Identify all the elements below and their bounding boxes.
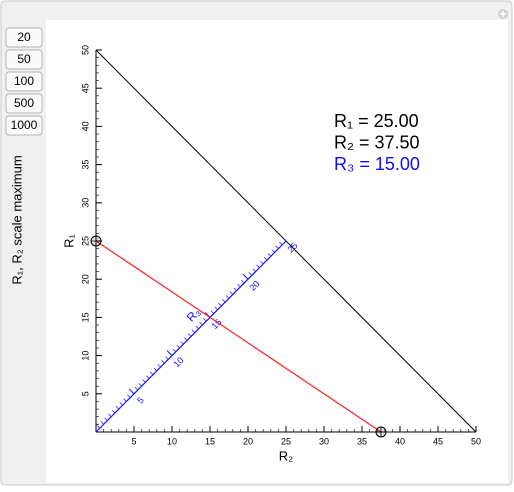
readout: R₂ = 37.50	[334, 132, 420, 152]
y-tick-label: 35	[80, 160, 90, 170]
r3-minor-tick	[225, 295, 230, 299]
r3-minor-tick	[176, 344, 180, 349]
r3-minor-tick	[96, 425, 101, 429]
y-tick-label: 45	[80, 83, 90, 93]
scale-button-label[interactable]: 50	[17, 52, 31, 66]
r3-minor-tick	[157, 363, 161, 368]
x-tick-label: 25	[281, 436, 291, 446]
options-icon-plus	[500, 11, 506, 17]
y-tick-label: 20	[80, 274, 90, 284]
r3-tick-label: 5	[135, 395, 146, 406]
y-tick-label: 5	[80, 391, 90, 396]
r3-minor-tick	[119, 402, 123, 406]
r3-minor-tick	[134, 386, 139, 391]
r3-minor-tick	[233, 287, 237, 291]
r3-minor-tick	[199, 321, 203, 326]
r3-minor-tick	[180, 341, 184, 345]
scale-button[interactable]	[5, 71, 43, 92]
r3-minor-tick	[108, 413, 112, 417]
scale-button-label[interactable]: 20	[17, 30, 31, 44]
r3-minor-tick	[256, 264, 260, 268]
r3-tick	[166, 350, 173, 356]
r3-minor-tick	[252, 268, 256, 272]
r3-minor-tick	[172, 348, 177, 353]
r3-minor-tick	[222, 299, 226, 303]
y-tick-label: 10	[80, 351, 90, 361]
r3-minor-tick	[248, 272, 253, 276]
r3-minor-tick	[127, 394, 131, 398]
r3-minor-tick	[184, 337, 188, 341]
r3-minor-tick	[187, 333, 192, 337]
readout: R₃ = 15.00	[334, 154, 420, 174]
y-tick-label: 25	[80, 236, 90, 246]
r1-handle-cross	[91, 236, 101, 246]
y-tick-label: 15	[80, 312, 90, 322]
r3-minor-tick	[195, 325, 199, 330]
x-tick-label: 5	[131, 436, 136, 446]
scale-button[interactable]	[5, 115, 43, 136]
nomogram: 5 10 15 20 25 30 35 40 45 50 5 10 15 20 25 30 35 40 45 50 R₂…	[61, 45, 481, 463]
scale-button-label[interactable]: 1000	[11, 118, 38, 132]
r3-tick	[280, 235, 287, 242]
r3-minor-tick	[149, 371, 154, 375]
control-label: R₁, R₂ scale maximum	[9, 155, 24, 284]
r3-minor-tick	[275, 245, 279, 249]
r3-minor-tick	[271, 249, 275, 253]
resistor-line	[95, 240, 382, 433]
r3-minor-tick	[153, 367, 158, 372]
r3-minor-tick	[100, 421, 104, 425]
x-tick-label: 15	[205, 436, 215, 446]
r3-minor-tick	[111, 409, 116, 414]
button-group: 20 50 100 500 1000	[5, 27, 43, 136]
r3-minor-tick	[165, 356, 169, 360]
x-tick-label: 50	[471, 436, 481, 446]
r3-minor-tick	[104, 417, 108, 421]
y-axis-label: R₁	[61, 234, 76, 248]
scale-button[interactable]	[5, 93, 43, 114]
r3-minor-tick	[218, 302, 222, 307]
r3-minor-tick	[123, 398, 127, 402]
scale-button-label[interactable]: 100	[14, 74, 34, 88]
r3-minor-tick	[237, 283, 241, 288]
x-tick-label: 10	[167, 436, 177, 446]
x-tick-label: 45	[433, 436, 443, 446]
scale-button[interactable]	[5, 27, 43, 48]
r3-minor-tick	[146, 375, 150, 379]
scale-button[interactable]	[5, 49, 43, 70]
r3-minor-tick	[267, 253, 272, 257]
r2-handle-cross	[376, 427, 386, 437]
y-tick-label: 40	[80, 121, 90, 131]
r3-minor-tick	[229, 291, 234, 295]
x-tick-label: 20	[243, 436, 253, 446]
plot-pane	[46, 20, 508, 483]
r3-minor-tick	[241, 279, 245, 284]
x-tick-label: 30	[319, 436, 329, 446]
r3-minor-tick	[138, 383, 142, 387]
r3-minor-tick	[161, 360, 165, 364]
x-tick-label: 35	[357, 436, 367, 446]
r3-minor-tick	[115, 406, 120, 410]
r3-minor-tick	[210, 310, 215, 314]
y-tick-label: 50	[80, 45, 90, 55]
r3-tick	[242, 273, 249, 280]
r3-minor-tick	[260, 260, 264, 265]
r3-minor-tick	[142, 379, 146, 383]
r3-minor-tick	[191, 329, 196, 333]
r3-minor-tick	[203, 318, 207, 322]
y-tick-label: 30	[80, 198, 90, 208]
x-axis-label: R₂	[279, 448, 293, 463]
readout: R₁ = 25.00	[334, 111, 419, 131]
scale-button-label[interactable]: 500	[14, 96, 34, 110]
r3-minor-tick	[263, 257, 268, 261]
r3-minor-tick	[279, 241, 283, 246]
r3-tick	[128, 388, 135, 395]
x-tick-label: 40	[395, 436, 405, 446]
r3-minor-tick	[214, 306, 218, 311]
